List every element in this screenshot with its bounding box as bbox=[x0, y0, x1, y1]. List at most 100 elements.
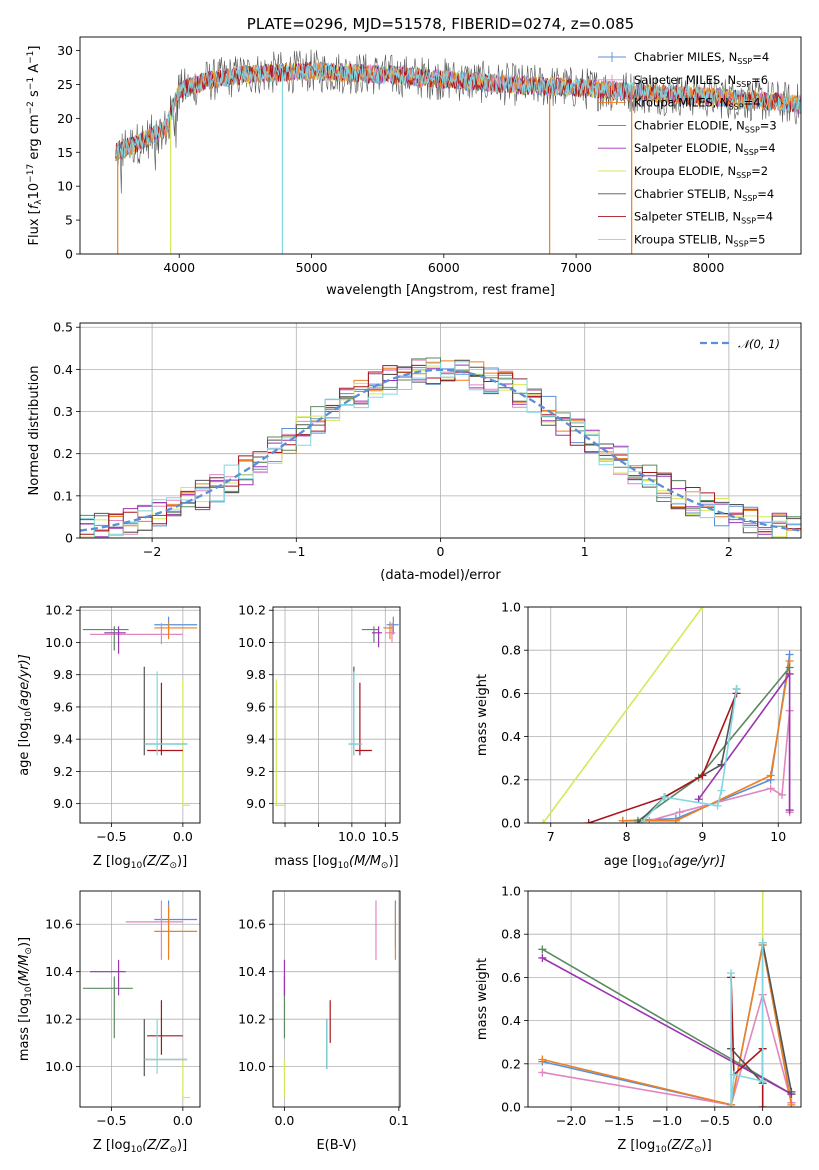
x-tick-label: 1 bbox=[581, 544, 589, 559]
y-tick-label: 10.4 bbox=[45, 964, 73, 979]
spectrum-legend: Chabrier MILES, NSSP=4 Salpeter MILES, NS… bbox=[598, 50, 777, 248]
x-tick-label: −1.5 bbox=[604, 1113, 634, 1128]
x-tick-label: −0.5 bbox=[96, 829, 126, 844]
y-tick-label: 0 bbox=[65, 531, 73, 546]
weight_vs_age-axes: 7 8 9 10 0.0 0.2 0.4 0.6 0.8 1.0 age [log10(age/yr… bbox=[475, 600, 802, 871]
y-tick-label: 10 bbox=[57, 179, 73, 194]
y-tick-label: 9.6 bbox=[246, 699, 266, 714]
weight_vs_age-x-label: age [log10(age/yr)] bbox=[604, 854, 726, 871]
weight-marker bbox=[717, 786, 726, 795]
weight-marker bbox=[538, 953, 547, 962]
residual-histogram bbox=[80, 359, 801, 538]
mass_vs_ebv-x-label: E(B-V) bbox=[316, 1138, 356, 1153]
residuals-x-label: (data-model)/error bbox=[380, 568, 501, 583]
weight-marker bbox=[766, 784, 775, 793]
axes-frame bbox=[79, 606, 201, 824]
axes-frame bbox=[272, 606, 401, 824]
x-tick-label: −1.0 bbox=[652, 1113, 682, 1128]
weight-marker bbox=[758, 891, 767, 895]
weight-marker bbox=[778, 790, 787, 799]
weight-marker bbox=[727, 969, 736, 978]
weight-marker bbox=[538, 1055, 547, 1064]
x-tick-label: 7000 bbox=[560, 260, 592, 275]
axes-frame bbox=[527, 890, 802, 1108]
x-tick-label: 0.0 bbox=[173, 1113, 193, 1128]
y-tick-label: 9.4 bbox=[53, 732, 73, 747]
weight-marker bbox=[713, 801, 722, 810]
axes-frame bbox=[79, 36, 802, 255]
y-tick-label: 9.8 bbox=[246, 667, 266, 682]
legend-entry: Salpeter MILES, NSSP=6 bbox=[634, 73, 768, 89]
legend-entry: Salpeter ELODIE, NSSP=4 bbox=[634, 141, 776, 157]
y-tick-label: 10.0 bbox=[238, 1059, 266, 1074]
weight-line bbox=[542, 991, 793, 1106]
spectrum-y-label: Flux [fλ10−17 erg cm−2 s−1 A−1] bbox=[26, 46, 44, 246]
x-tick-label: 0.1 bbox=[389, 1113, 409, 1128]
grid bbox=[273, 607, 400, 823]
x-tick-label: −0.5 bbox=[700, 1113, 730, 1128]
x-tick-label: 0.0 bbox=[173, 829, 193, 844]
weight-marker bbox=[698, 771, 707, 780]
y-tick-label: 0.2 bbox=[501, 1056, 521, 1071]
weight-line bbox=[542, 607, 704, 823]
weight_vs_Z-y-label: mass weight bbox=[475, 958, 490, 1040]
mass_vs_Z-axes: −0.5 0.0 10.0 10.2 10.4 10.6 Z [log10(Z/Z⊙)] ma… bbox=[17, 890, 201, 1155]
y-tick-label: 0.4 bbox=[501, 729, 521, 744]
y-tick-label: 0.8 bbox=[501, 643, 521, 658]
x-tick-label: 4000 bbox=[163, 260, 195, 275]
age_vs_mass-x-label: mass [log10(M/M⊙)] bbox=[274, 854, 398, 871]
y-tick-label: 10.4 bbox=[238, 964, 266, 979]
y-tick-label: 0.5 bbox=[53, 320, 73, 335]
x-tick-label: −1 bbox=[287, 544, 305, 559]
y-tick-label: 0 bbox=[65, 247, 73, 262]
weight-marker bbox=[698, 607, 707, 611]
weight_vs_age-y-label: mass weight bbox=[475, 674, 490, 756]
weight_vs_Z-x-label: Z [log10(Z/Z⊙)] bbox=[617, 1138, 711, 1155]
spectrum-axes: 4000 5000 6000 7000 8000 0 5 10 15 20 25 30 PLATE=02… bbox=[26, 15, 802, 298]
residual-histogram bbox=[80, 361, 801, 538]
y-tick-label: 10.6 bbox=[45, 917, 73, 932]
weight-marker bbox=[787, 1087, 796, 1096]
weight-marker bbox=[717, 760, 726, 769]
legend-entry: 𝒩(0, 1) bbox=[738, 337, 780, 351]
weight-line bbox=[542, 944, 793, 1106]
y-tick-label: 10.6 bbox=[238, 917, 266, 932]
weight-marker bbox=[584, 819, 593, 823]
spectrum-title: PLATE=0296, MJD=51578, FIBERID=0274, z=0… bbox=[247, 15, 634, 33]
mass_vs_Z-points bbox=[82, 900, 198, 1099]
x-tick-label: 5000 bbox=[296, 260, 328, 275]
y-tick-label: 0.6 bbox=[501, 970, 521, 985]
axes-frame bbox=[527, 606, 802, 824]
legend-entry: Chabrier MILES, NSSP=4 bbox=[634, 50, 769, 66]
x-tick-label: 2 bbox=[725, 544, 733, 559]
weight-marker bbox=[660, 793, 669, 802]
residuals-y-label: Normed distribution bbox=[27, 366, 42, 496]
legend-entry: Chabrier ELODIE, NSSP=3 bbox=[634, 118, 777, 134]
weight-marker bbox=[727, 1103, 736, 1107]
y-tick-label: 1.0 bbox=[501, 884, 521, 899]
y-tick-label: 25 bbox=[57, 77, 73, 92]
x-tick-label: 0.0 bbox=[753, 1113, 773, 1128]
weight-marker bbox=[787, 1100, 796, 1107]
weight-marker bbox=[766, 771, 775, 780]
age_vs_mass-axes: 10.0 10.5 9.0 9.2 9.4 9.6 9.8 10.0 10.2 mass [log… bbox=[238, 603, 401, 871]
y-tick-label: 9.0 bbox=[53, 796, 73, 811]
weight-line bbox=[542, 957, 792, 1095]
weight-marker bbox=[675, 808, 684, 817]
x-tick-label: 8000 bbox=[692, 260, 724, 275]
y-tick-label: 10.2 bbox=[238, 1012, 266, 1027]
y-tick-label: 0.2 bbox=[53, 446, 73, 461]
axes-frame bbox=[79, 890, 201, 1108]
age_vs_Z-x-label: Z [log10(Z/Z⊙)] bbox=[93, 854, 187, 871]
y-tick-label: 9.4 bbox=[246, 732, 266, 747]
y-tick-label: 9.2 bbox=[53, 764, 73, 779]
y-tick-label: 9.0 bbox=[246, 796, 266, 811]
age_vs_Z-points bbox=[82, 616, 198, 806]
y-tick-label: 9.8 bbox=[53, 667, 73, 682]
weight_vs_Z-lines bbox=[538, 891, 796, 1107]
x-tick-label: −2 bbox=[143, 544, 161, 559]
weight-marker bbox=[538, 945, 547, 954]
weight-marker bbox=[758, 1103, 767, 1107]
